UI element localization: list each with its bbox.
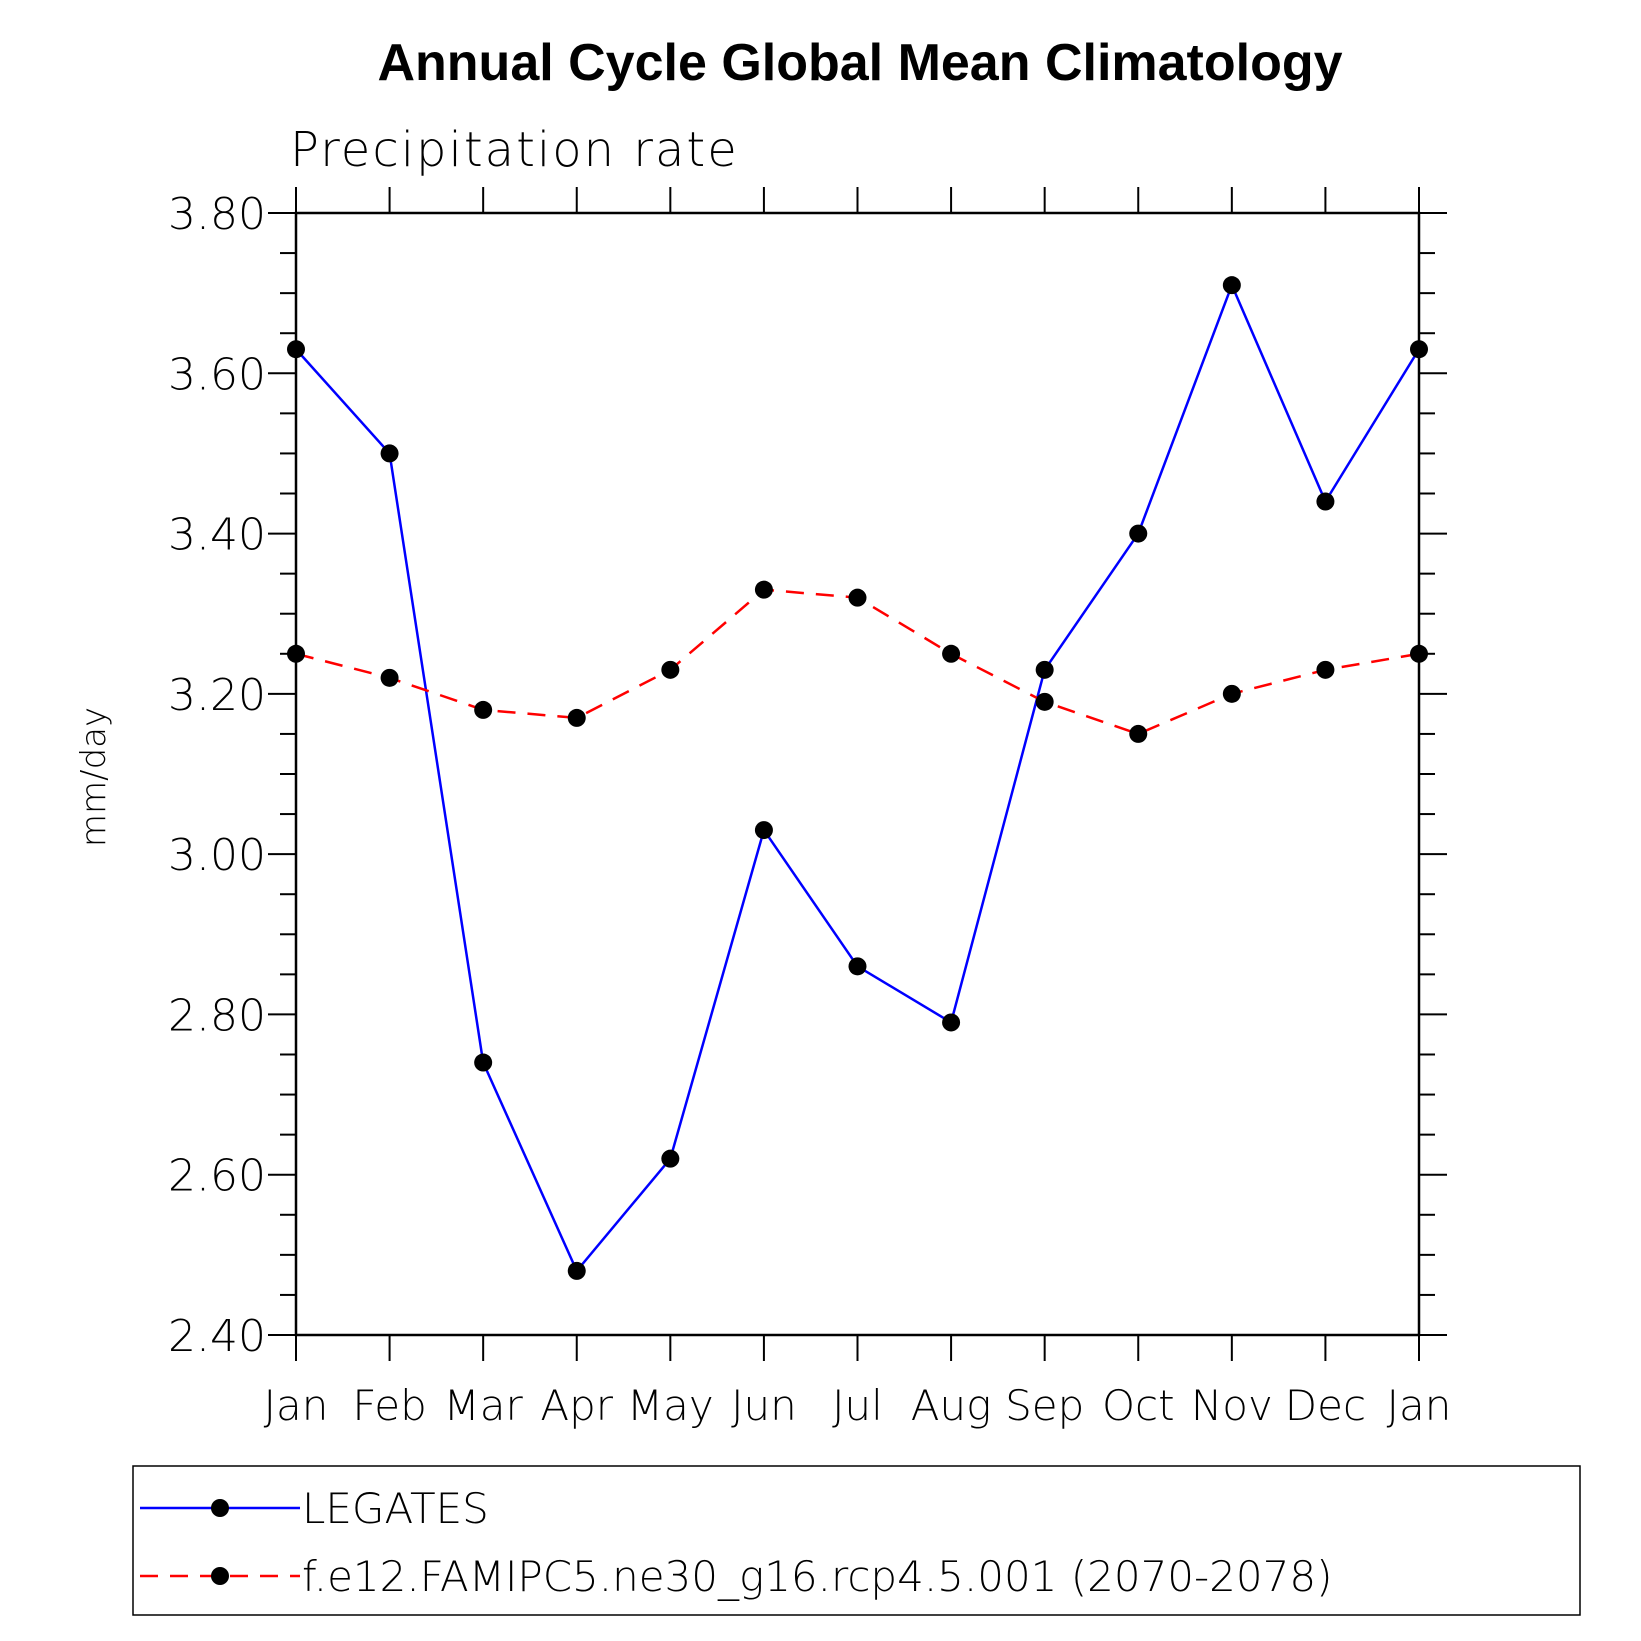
- data-point-series-1: [1035, 692, 1054, 711]
- y-axis-label: mm/day: [74, 707, 114, 847]
- legend-marker-0: [211, 1499, 229, 1517]
- data-point-series-0: [1316, 492, 1335, 511]
- data-point-series-0: [661, 1149, 680, 1168]
- data-point-series-1: [1316, 660, 1335, 679]
- data-point-series-0: [1035, 660, 1054, 679]
- x-tick-label: Jul: [832, 1381, 883, 1430]
- x-axis: Jan Feb Mar Apr May Jun Jul Aug Sep Oct Nov Dec Jan: [264, 187, 1452, 1430]
- y-axis: 2.40 2.60 2.80 3.00 3.20 3.40 3.60 3.80: [168, 189, 1447, 1362]
- x-tick-label: Oct: [1102, 1381, 1175, 1430]
- data-point-series-1: [661, 660, 680, 679]
- y-tick-label: 3.60: [168, 349, 266, 400]
- chart-title: Annual Cycle Global Mean Climatology: [377, 34, 1342, 92]
- y-tick-label: 3.40: [168, 510, 266, 561]
- x-tick-label: Jun: [731, 1381, 797, 1430]
- x-tick-label: Jan: [1387, 1381, 1452, 1430]
- data-point-series-0: [942, 1013, 961, 1032]
- data-point-series-0: [474, 1053, 493, 1072]
- data-point-series-1: [474, 700, 493, 719]
- data-point-series-1: [942, 644, 961, 663]
- x-tick-label: May: [627, 1381, 714, 1430]
- data-point-series-1: [380, 668, 399, 687]
- x-tick-label: Sep: [1005, 1381, 1084, 1430]
- y-tick-label: 3.80: [168, 189, 266, 240]
- data-point-series-1: [848, 588, 867, 607]
- x-tick-label: Feb: [352, 1381, 426, 1430]
- y-tick-label: 2.40: [168, 1311, 266, 1362]
- data-point-series-0: [567, 1261, 586, 1280]
- legend-label-0: LEGATES: [302, 1484, 489, 1533]
- series-layer: [287, 276, 1428, 1280]
- x-tick-label: Mar: [444, 1381, 524, 1430]
- legend-box: [132, 1465, 1581, 1616]
- y-tick-label: 3.20: [168, 670, 266, 721]
- chart-subtitle: Precipitation rate: [290, 122, 739, 178]
- plot-frame: [294, 211, 1421, 1337]
- x-tick-label: Nov: [1191, 1381, 1273, 1430]
- data-point-series-0: [848, 957, 867, 976]
- data-point-series-1: [567, 708, 586, 727]
- y-tick-label: 2.60: [168, 1151, 266, 1202]
- legend-marker-1: [211, 1567, 229, 1585]
- data-point-series-0: [754, 821, 773, 840]
- x-tick-label: Dec: [1285, 1381, 1366, 1430]
- data-point-series-1: [754, 580, 773, 599]
- legend: LEGATES f.e12.FAMIPC5.ne30_g16.rcp4.5.001…: [132, 1465, 1581, 1616]
- series-line-0: [295, 283, 1421, 1273]
- y-tick-label: 2.80: [168, 990, 266, 1041]
- x-tick-label: Aug: [911, 1381, 992, 1430]
- series-line-1: [295, 588, 1420, 736]
- x-tick-label: Apr: [540, 1381, 613, 1430]
- legend-label-1: f.e12.FAMIPC5.ne30_g16.rcp4.5.001 (2070-…: [302, 1552, 1332, 1601]
- y-tick-label: 3.00: [168, 830, 266, 881]
- data-point-series-0: [1129, 524, 1148, 543]
- x-tick-label: Jan: [264, 1381, 329, 1430]
- data-point-series-1: [1222, 684, 1241, 703]
- data-point-series-0: [380, 444, 399, 463]
- data-point-series-1: [1129, 724, 1148, 743]
- data-point-series-0: [1222, 276, 1241, 295]
